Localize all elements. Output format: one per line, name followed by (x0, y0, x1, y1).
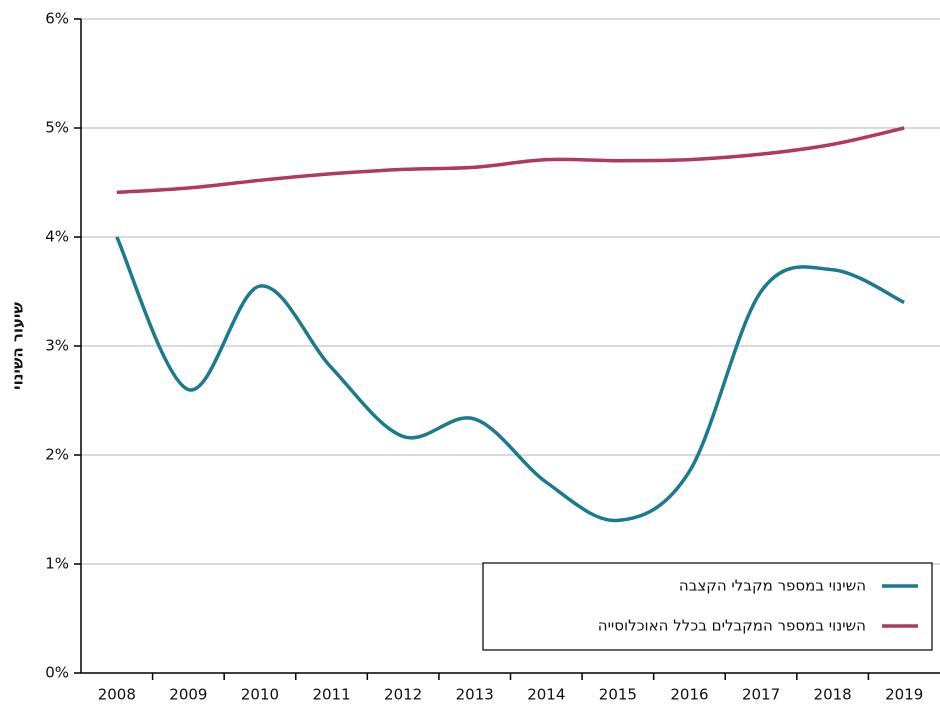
y-tick-label: 0% (45, 664, 69, 682)
x-tick-label: 2008 (98, 686, 136, 704)
y-tick-label: 4% (45, 228, 69, 246)
x-tick-label: 2019 (885, 686, 923, 704)
legend-label: השינוי במספר מקבלי הקצבה (679, 577, 866, 595)
series-line (115, 236, 905, 523)
legend-box (482, 562, 933, 651)
y-tick-label: 2% (45, 446, 69, 464)
series-line (116, 126, 905, 195)
y-tick-label: 1% (45, 555, 69, 573)
y-tick-label: 3% (45, 337, 69, 355)
x-tick-label: 2011 (312, 686, 350, 704)
x-tick-label: 2017 (742, 686, 780, 704)
x-tick-label: 2018 (814, 686, 852, 704)
y-tick-label: 6% (45, 10, 69, 28)
x-tick-label: 2012 (384, 686, 422, 704)
x-tick-label: 2010 (241, 686, 279, 704)
y-tick-label: 5% (45, 119, 69, 137)
x-tick-label: 2015 (599, 686, 637, 704)
x-tick-label: 2014 (527, 686, 565, 704)
y-axis-label: שיעור השינוי (9, 302, 27, 390)
x-tick-label: 2016 (670, 686, 708, 704)
x-tick-label: 2013 (456, 686, 494, 704)
legend-label: השינוי במספר המקבלים בכלל האוכלוסייה (598, 617, 866, 635)
x-tick-label: 2009 (169, 686, 207, 704)
